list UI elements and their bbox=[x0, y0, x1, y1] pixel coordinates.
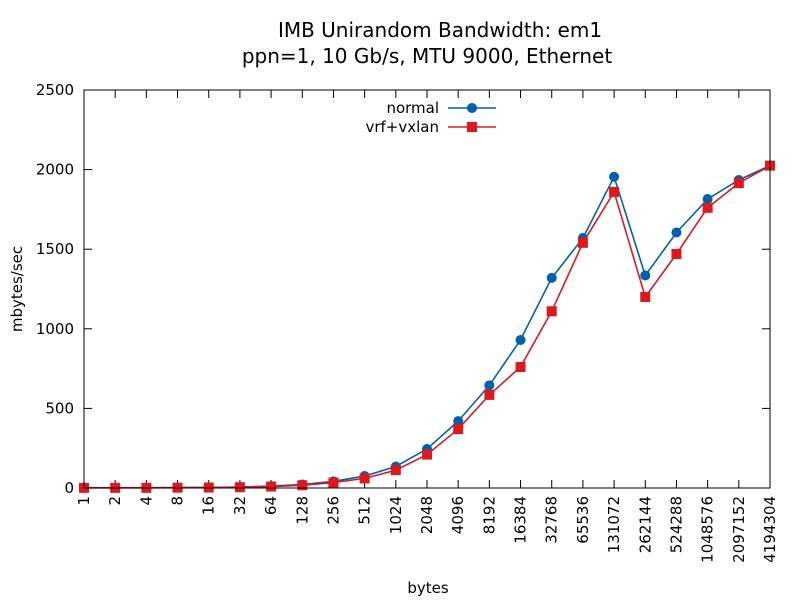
data-point bbox=[640, 270, 651, 281]
x-tick-label: 2 bbox=[106, 496, 124, 506]
x-tick-label: 256 bbox=[324, 496, 342, 525]
legend-item: normal bbox=[386, 99, 496, 117]
data-point bbox=[609, 186, 620, 197]
series-line bbox=[84, 164, 771, 489]
x-tick-label: 4 bbox=[137, 496, 155, 506]
chart-title: IMB Unirandom Bandwidth: em1 bbox=[278, 18, 602, 42]
series-vrf-vxlan bbox=[79, 160, 775, 493]
y-tick-label: 500 bbox=[45, 399, 74, 417]
data-point bbox=[577, 237, 588, 248]
legend-item: vrf+vxlan bbox=[365, 118, 496, 136]
x-tick-label: 262144 bbox=[636, 496, 654, 553]
x-tick-label: 65536 bbox=[574, 496, 592, 544]
data-point bbox=[484, 389, 495, 400]
y-tick-labels: 0 500 1000 1500 2000 2500 bbox=[36, 81, 74, 497]
chart-subtitle: ppn=1, 10 Gb/s, MTU 9000, Ethernet bbox=[242, 44, 613, 68]
x-tick-label: 16384 bbox=[512, 496, 530, 544]
y-tick-label: 1500 bbox=[36, 240, 74, 258]
data-point bbox=[359, 473, 370, 484]
x-tick-label: 128 bbox=[293, 496, 311, 525]
data-point bbox=[297, 480, 308, 491]
legend-label: normal bbox=[386, 99, 439, 117]
x-tick-label: 32768 bbox=[543, 496, 561, 544]
series-layer bbox=[79, 160, 775, 493]
x-tick-label: 2048 bbox=[418, 496, 436, 534]
y-tick-label: 2500 bbox=[36, 81, 74, 99]
legend-marker bbox=[467, 122, 477, 132]
x-tick-label: 512 bbox=[356, 496, 374, 525]
series-line bbox=[84, 164, 771, 489]
data-point bbox=[266, 481, 277, 492]
x-tick-label: 4096 bbox=[449, 496, 467, 534]
series-normal bbox=[79, 160, 775, 493]
axis-ticks bbox=[83, 89, 771, 489]
x-tick-label: 4194304 bbox=[761, 496, 779, 563]
data-point bbox=[702, 194, 713, 205]
data-point bbox=[484, 380, 495, 391]
data-point bbox=[515, 362, 526, 373]
data-point bbox=[671, 248, 682, 259]
y-tick-label: 1000 bbox=[36, 320, 74, 338]
x-tick-label: 32 bbox=[231, 496, 249, 515]
x-tick-label: 2097152 bbox=[730, 496, 748, 563]
data-point bbox=[390, 465, 401, 476]
x-tick-label: 8 bbox=[169, 496, 187, 506]
data-point bbox=[733, 178, 744, 189]
data-point bbox=[546, 272, 557, 283]
y-tick-label: 2000 bbox=[36, 161, 74, 179]
y-axis-label: mbytes/sec bbox=[8, 246, 26, 332]
x-tick-label: 1024 bbox=[387, 496, 405, 534]
data-point bbox=[702, 202, 713, 213]
plot-border bbox=[83, 89, 771, 489]
data-point bbox=[422, 449, 432, 460]
x-tick-label: 131072 bbox=[605, 496, 623, 553]
data-point bbox=[640, 291, 651, 302]
x-tick-label: 1048576 bbox=[699, 496, 717, 563]
x-tick-label: 16 bbox=[200, 496, 218, 515]
y-tick-label: 0 bbox=[64, 479, 74, 497]
data-point bbox=[546, 306, 557, 317]
data-point bbox=[515, 334, 526, 345]
legend-marker bbox=[467, 103, 477, 113]
data-point bbox=[234, 482, 245, 493]
x-tick-label: 8192 bbox=[480, 496, 498, 534]
x-tick-label: 64 bbox=[262, 496, 280, 515]
data-point bbox=[328, 477, 339, 488]
x-tick-labels: 1 2 4 8 16 32 64 128 256 512 1024 2048 4096 8192 16384… bbox=[75, 496, 779, 563]
data-point bbox=[453, 416, 464, 427]
legend-label: vrf+vxlan bbox=[365, 118, 439, 136]
x-tick-label: 1 bbox=[75, 496, 93, 506]
x-tick-label: 524288 bbox=[667, 496, 685, 553]
data-point bbox=[671, 227, 682, 238]
data-point bbox=[609, 171, 620, 182]
data-point bbox=[453, 424, 464, 435]
x-axis-label: bytes bbox=[407, 579, 449, 597]
